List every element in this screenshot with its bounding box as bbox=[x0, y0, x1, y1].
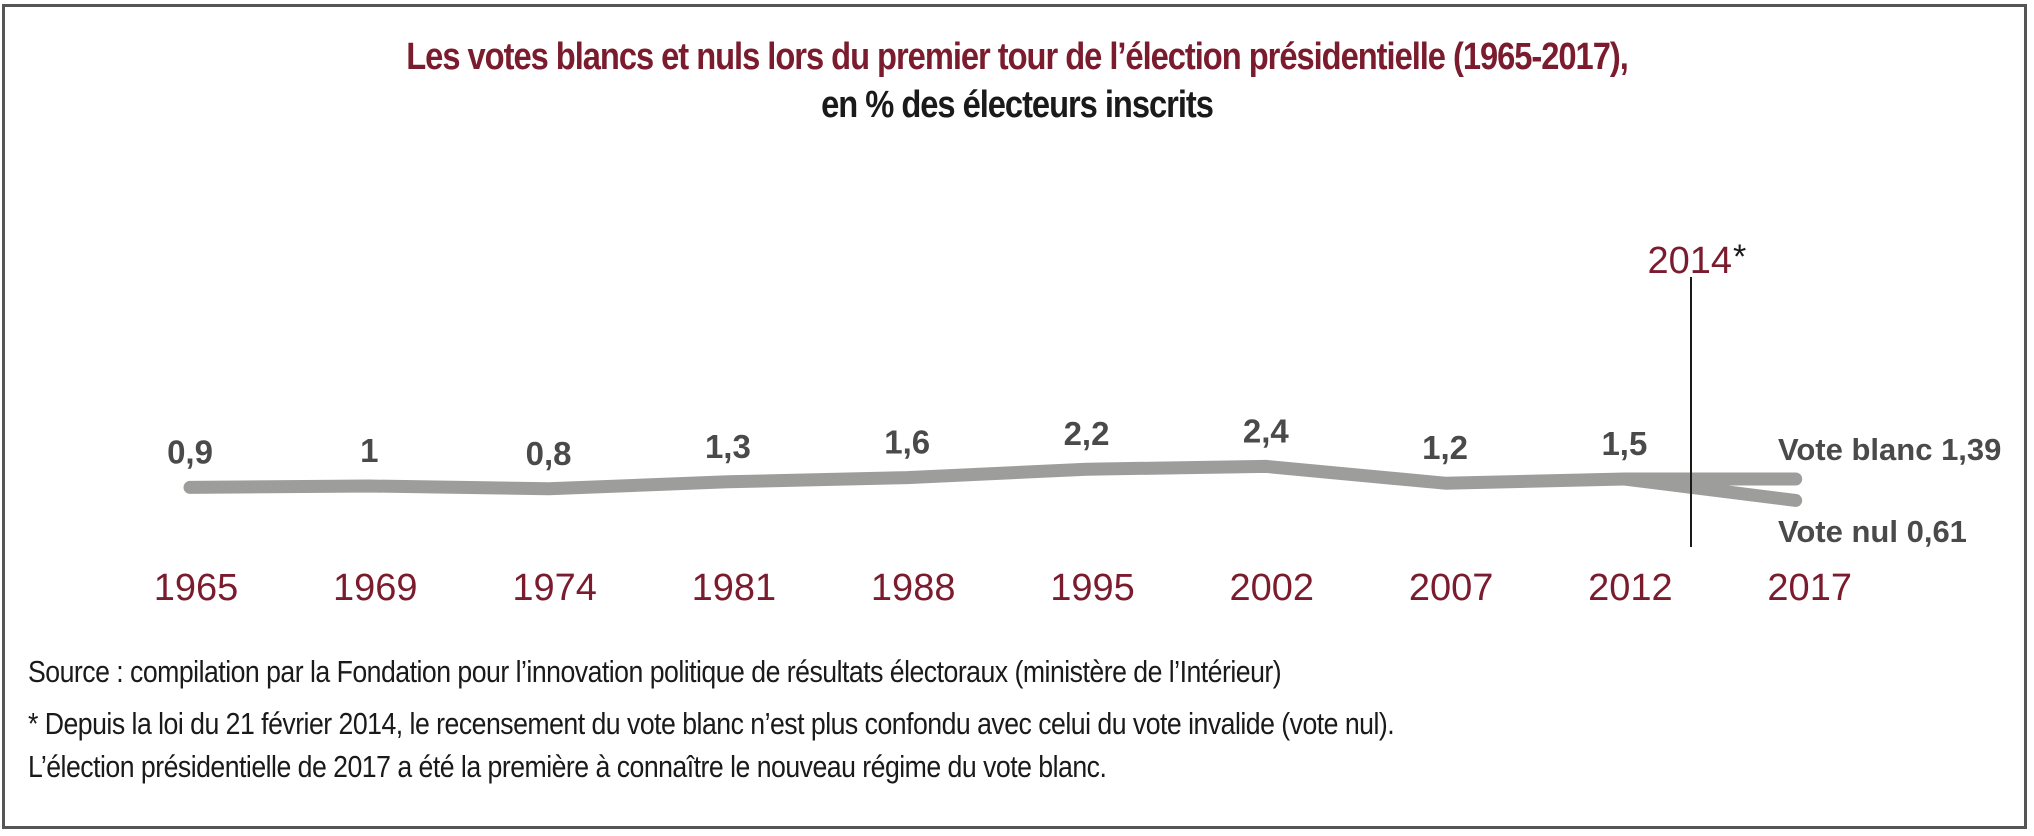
x-tick-label: 2017 bbox=[1767, 567, 1852, 609]
data-label: 0,8 bbox=[526, 435, 572, 472]
x-tick-label: 1965 bbox=[154, 567, 239, 609]
x-tick-label: 1974 bbox=[512, 567, 597, 609]
data-label: 1 bbox=[360, 432, 378, 469]
annotation-asterisk: * bbox=[1733, 238, 1746, 276]
x-tick-label: 2007 bbox=[1409, 567, 1494, 609]
data-label: 1,5 bbox=[1601, 425, 1647, 462]
x-tick-label: 1995 bbox=[1050, 567, 1135, 609]
footnote-line-2: L’élection présidentielle de 2017 a été … bbox=[28, 749, 1107, 784]
data-label: 1,6 bbox=[884, 424, 930, 461]
x-tick-label: 1988 bbox=[871, 567, 956, 609]
data-label: 1,3 bbox=[705, 428, 751, 465]
footnote-line-1: * Depuis la loi du 21 février 2014, le r… bbox=[28, 706, 1395, 741]
series-label-vote-nul: Vote nul 0,61 bbox=[1778, 514, 1967, 549]
x-tick-label: 2012 bbox=[1588, 567, 1673, 609]
annotation-label-2014: 2014 bbox=[1647, 240, 1732, 282]
series-line-vote-nul bbox=[1617, 472, 1803, 507]
data-label: 1,2 bbox=[1422, 429, 1468, 466]
x-tick-label: 2002 bbox=[1230, 567, 1315, 609]
series-label-vote-blanc: Vote blanc 1,39 bbox=[1778, 432, 2001, 467]
series-line-votes-blancs-et-nuls bbox=[183, 459, 1631, 496]
x-tick-label: 1969 bbox=[333, 567, 418, 609]
x-tick-label: 1981 bbox=[692, 567, 777, 609]
data-label: 2,4 bbox=[1243, 412, 1290, 449]
data-label: 0,9 bbox=[167, 433, 213, 470]
chart-subtitle: en % des électeurs inscrits bbox=[821, 84, 1214, 126]
chart-frame bbox=[2, 4, 2027, 829]
source-note: Source : compilation par la Fondation po… bbox=[28, 654, 1282, 689]
data-label: 2,2 bbox=[1064, 415, 1110, 452]
chart-title: Les votes blancs et nuls lors du premier… bbox=[406, 36, 1629, 78]
